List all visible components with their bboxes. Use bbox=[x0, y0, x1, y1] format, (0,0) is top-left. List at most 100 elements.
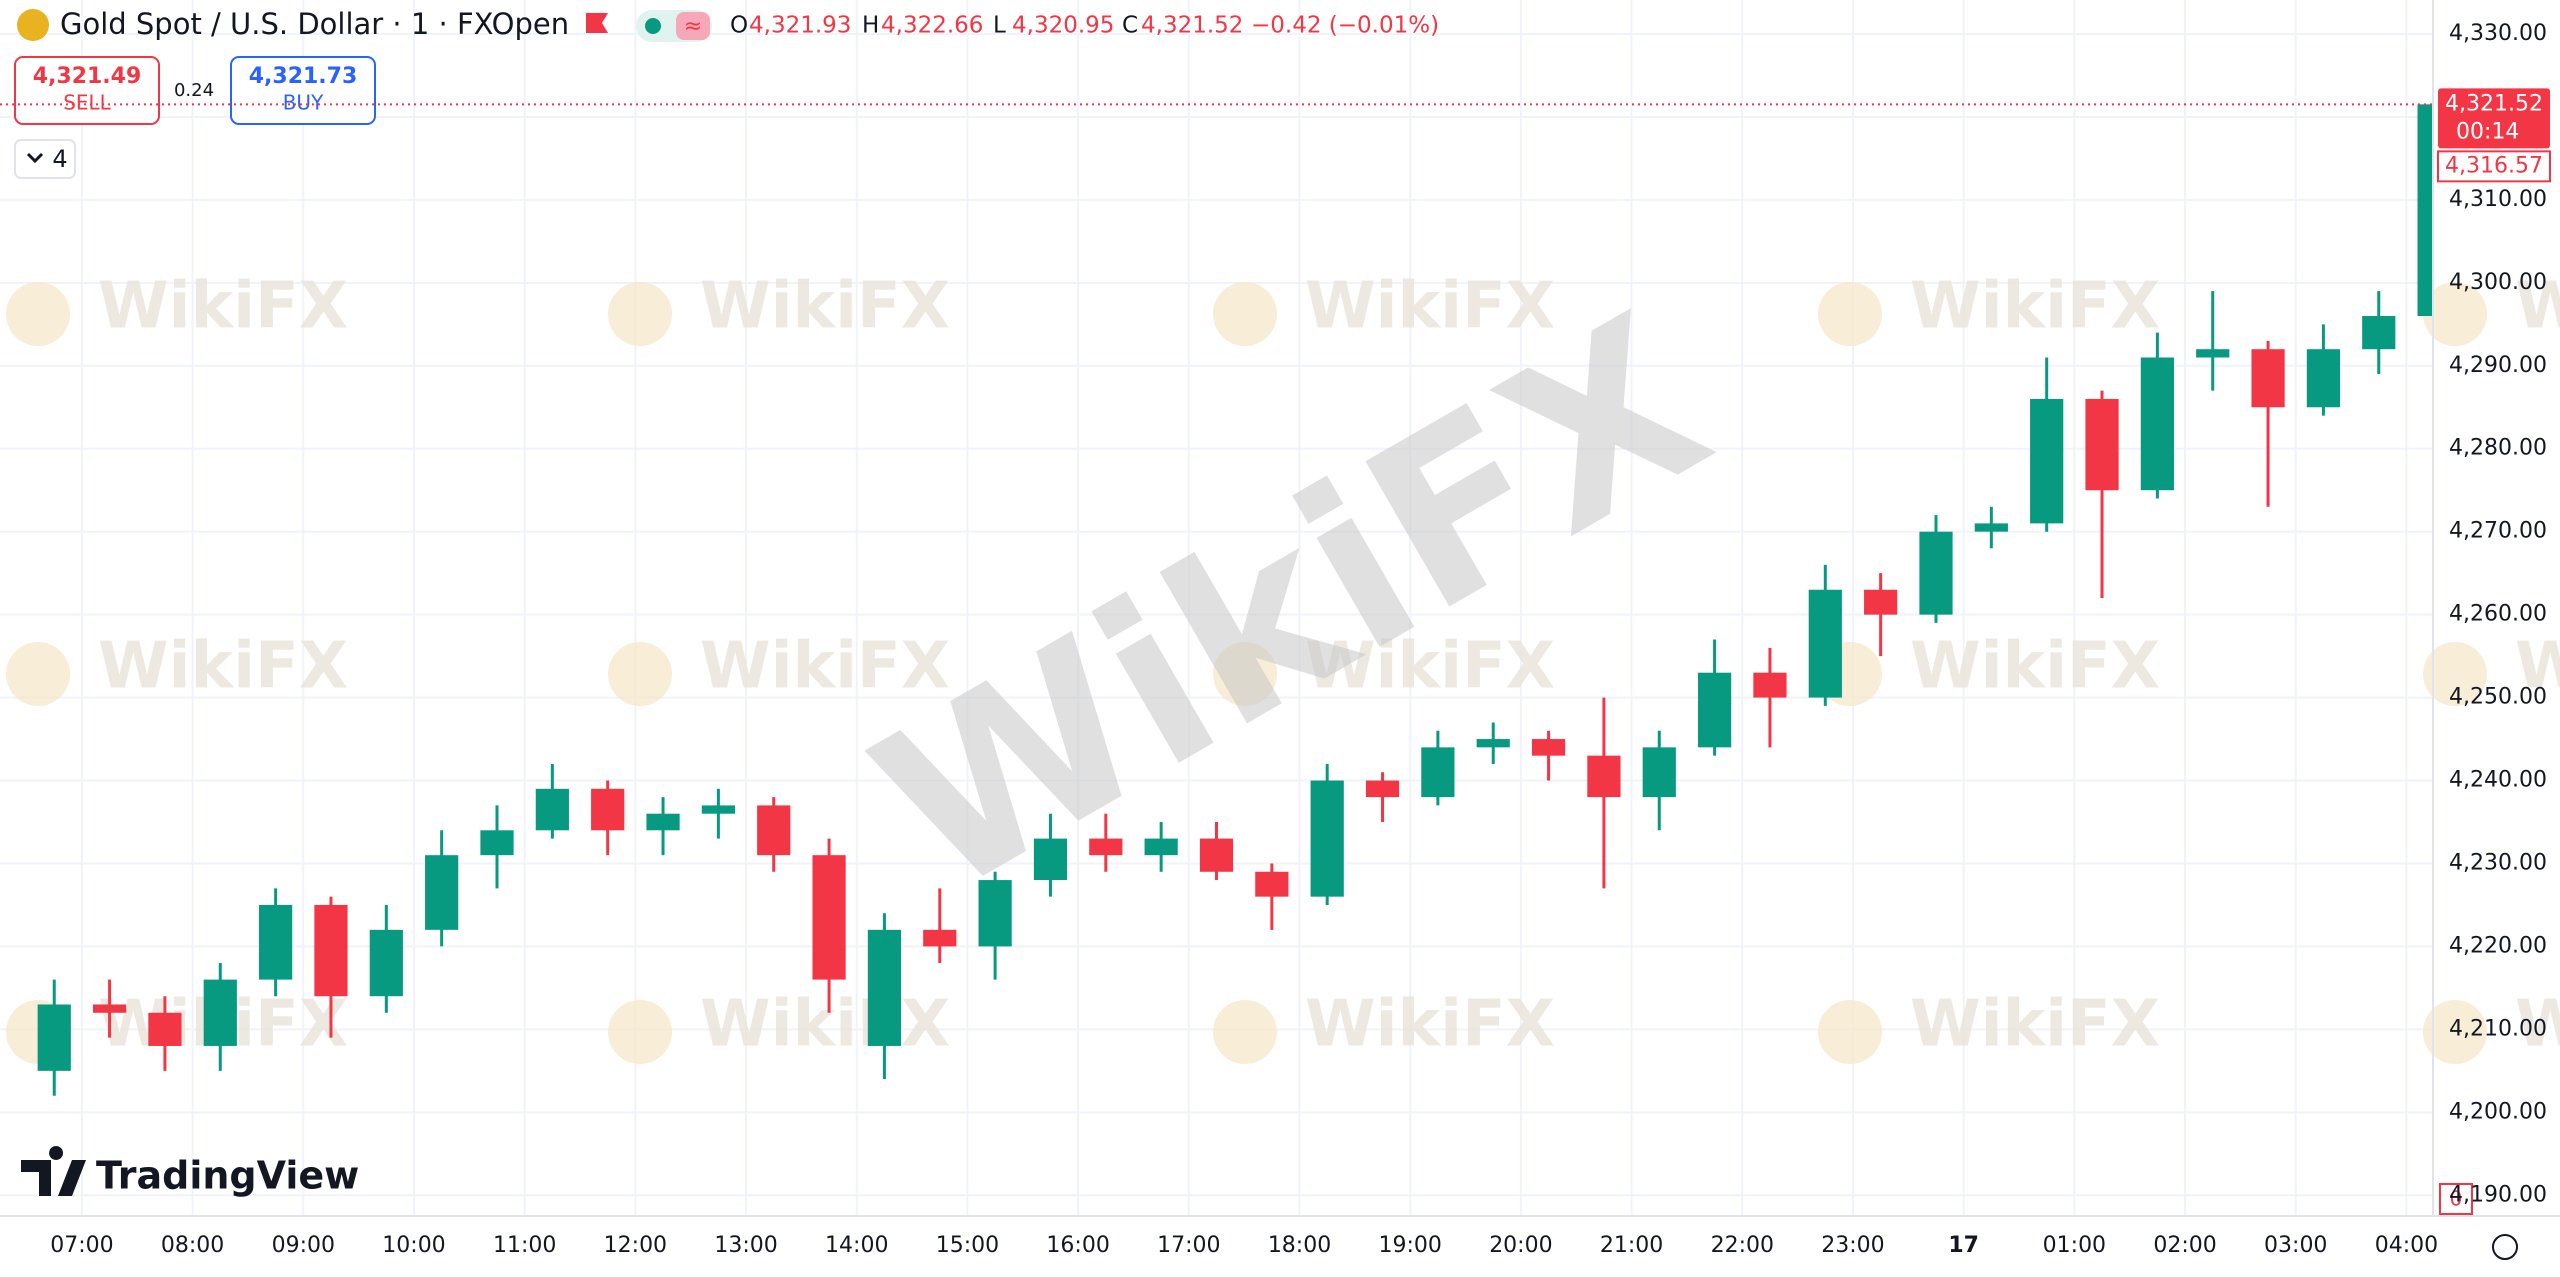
candle-body bbox=[1919, 531, 1953, 615]
x-tick-label: 08:00 bbox=[161, 1233, 224, 1258]
x-tick-label: 12:00 bbox=[604, 1233, 667, 1258]
candle-body bbox=[757, 805, 791, 856]
legend-prefix: L bbox=[993, 13, 1006, 39]
candle-body bbox=[2417, 104, 2433, 317]
candle-body bbox=[203, 979, 237, 1046]
legend-value: 4,320.95 bbox=[1012, 13, 1114, 39]
candle-body bbox=[1808, 589, 1842, 698]
second-price: 4,316.57 bbox=[2445, 153, 2543, 178]
y-tick-label: 4,330.00 bbox=[2449, 21, 2547, 46]
legend-prefix: O bbox=[730, 13, 748, 39]
x-tick-label: 17:00 bbox=[1157, 1233, 1220, 1258]
x-tick-label: 15:00 bbox=[936, 1233, 999, 1258]
volume-label: 0 bbox=[2450, 1187, 2463, 1211]
x-tick-label: 19:00 bbox=[1379, 1233, 1442, 1258]
candle-body bbox=[1753, 672, 1787, 698]
candle-body bbox=[1864, 589, 1898, 615]
x-tick-label: 09:00 bbox=[272, 1233, 335, 1258]
buy-price: 4,321.73 bbox=[249, 64, 358, 89]
candle-body bbox=[535, 788, 569, 831]
candle-body bbox=[1310, 780, 1344, 897]
candle-body bbox=[1365, 780, 1400, 798]
candle-body bbox=[369, 929, 403, 997]
watermark-icon bbox=[2423, 1000, 2487, 1064]
volume-label-box bbox=[2439, 1183, 2473, 1215]
candle-body bbox=[480, 830, 514, 856]
last-price-box bbox=[2438, 88, 2550, 149]
candle-body bbox=[812, 855, 846, 980]
delay-icon-glyph: ≈ bbox=[684, 14, 702, 39]
watermark: WikiFX bbox=[2515, 630, 2560, 704]
candle-body bbox=[923, 929, 957, 947]
countdown: 00:14 bbox=[2456, 119, 2519, 144]
watermark: WikiFX bbox=[2515, 988, 2560, 1062]
y-tick-label: 4,200.00 bbox=[2449, 1099, 2547, 1124]
y-tick-label: 4,300.00 bbox=[2449, 270, 2547, 295]
delay-icon bbox=[676, 12, 710, 40]
y-tick-label: 4,230.00 bbox=[2449, 850, 2547, 875]
legend-change: −0.42 (−0.01%) bbox=[1251, 13, 1439, 39]
candle-body bbox=[1199, 838, 1234, 872]
y-tick-label: 4,290.00 bbox=[2449, 353, 2547, 378]
candle-body bbox=[1033, 838, 1068, 881]
y-tick-label: 4,250.00 bbox=[2449, 685, 2547, 710]
x-tick-label: 11:00 bbox=[493, 1233, 556, 1258]
sell-price: 4,321.49 bbox=[33, 64, 142, 89]
candle-body bbox=[2306, 349, 2341, 408]
candle-body bbox=[1698, 672, 1732, 748]
last-price-label: 4,321.52 bbox=[2445, 91, 2543, 116]
x-tick-label: 04:00 bbox=[2375, 1233, 2438, 1258]
market-open-dot bbox=[645, 18, 661, 34]
x-tick-label: 17 bbox=[1948, 1233, 1979, 1258]
candle-body bbox=[2030, 398, 2064, 524]
brand: TradingView bbox=[96, 1154, 359, 1198]
candle-body bbox=[2140, 357, 2174, 491]
ohlc-legend: O 4,321.93 H 4,322.66 L 4,320.95 C 4,321.52 −0.4… bbox=[730, 13, 1439, 39]
watermark-icon bbox=[1818, 1000, 1882, 1064]
x-tick-label: 10:00 bbox=[382, 1233, 445, 1258]
x-tick-label: 16:00 bbox=[1046, 1233, 1109, 1258]
x-tick-label: 14:00 bbox=[825, 1233, 888, 1258]
watermark: WikiFX bbox=[1910, 630, 2160, 704]
spread: 0.24 bbox=[174, 80, 214, 101]
watermark-icon bbox=[2423, 642, 2487, 706]
x-tick-label: 07:00 bbox=[50, 1233, 113, 1258]
x-tick-label: 22:00 bbox=[1711, 1233, 1774, 1258]
buy-button[interactable] bbox=[230, 56, 376, 125]
symbol-title: Gold Spot / U.S. Dollar · 1 · FXOpen bbox=[60, 7, 569, 41]
candle-body bbox=[701, 805, 735, 814]
candle-body bbox=[92, 1004, 127, 1013]
candle-body bbox=[867, 929, 902, 1046]
legend-prefix: C bbox=[1122, 13, 1138, 39]
candle-body bbox=[1421, 747, 1455, 798]
y-tick-label: 4,260.00 bbox=[2449, 602, 2547, 627]
y-tick-label: 4,240.00 bbox=[2449, 768, 2547, 793]
candle-body bbox=[425, 855, 459, 930]
candle-body bbox=[646, 813, 680, 831]
candles bbox=[37, 94, 2433, 1096]
candle-body bbox=[2085, 398, 2119, 491]
candle-body bbox=[1587, 755, 1621, 798]
legend-value: 4,321.52 bbox=[1141, 13, 1243, 39]
x-tick-label: 18:00 bbox=[1268, 1233, 1331, 1258]
candle-body bbox=[591, 788, 625, 831]
flag-icon bbox=[586, 13, 608, 33]
settings-button[interactable] bbox=[2492, 1234, 2518, 1260]
watermark-icon bbox=[1213, 642, 1277, 706]
indicators-toggle[interactable] bbox=[14, 139, 76, 179]
watermark-icon bbox=[1213, 1000, 1277, 1064]
x-tick-label: 13:00 bbox=[714, 1233, 777, 1258]
x-tick-label: 20:00 bbox=[1489, 1233, 1552, 1258]
y-tick-label: 4,280.00 bbox=[2449, 436, 2547, 461]
legend-prefix: H bbox=[862, 13, 879, 39]
candle-body bbox=[314, 904, 348, 997]
indicators-count: 4 bbox=[52, 145, 67, 173]
watermark: WikiFX bbox=[700, 988, 950, 1062]
candle-body bbox=[978, 880, 1012, 947]
sell-button[interactable] bbox=[14, 56, 160, 125]
candle-body bbox=[2251, 349, 2285, 408]
watermark: WikiFX bbox=[1910, 270, 2160, 344]
candle-body bbox=[2196, 349, 2230, 358]
